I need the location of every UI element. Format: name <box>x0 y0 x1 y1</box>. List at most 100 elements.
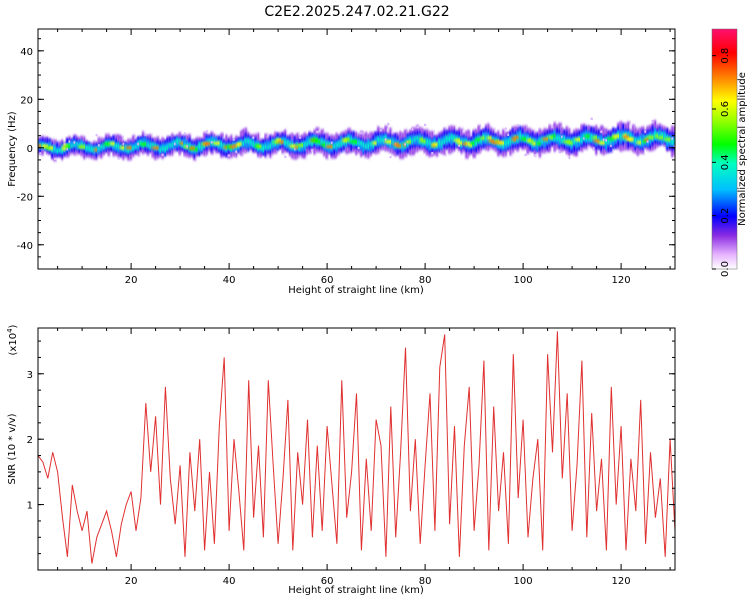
colorbar-tick-label: 0.6 <box>720 101 731 117</box>
spectrogram-cell <box>332 144 337 149</box>
spectrogram-xtick-label: 80 <box>419 275 432 286</box>
spectrogram-speck <box>311 148 314 152</box>
spectrogram-cell <box>102 144 107 149</box>
spectrogram-cell <box>443 138 447 145</box>
spectrogram-cell <box>328 142 332 148</box>
snr-scale-exponent: 4 <box>6 328 14 333</box>
spectrogram-cell <box>220 141 224 148</box>
spectrogram-cell <box>188 143 192 148</box>
spectrogram-speck <box>404 142 407 146</box>
spectrogram-cell <box>580 137 584 143</box>
spectrogram-cell <box>602 138 606 144</box>
spectrogram-speck <box>516 123 520 127</box>
spectrogram-speck <box>357 146 361 150</box>
snr-xtick-label: 120 <box>612 576 631 587</box>
spectrogram-speck <box>610 144 613 148</box>
snr-ylabel: SNR (10 * v/v) <box>7 413 18 484</box>
spectrogram-cell <box>362 142 366 148</box>
spectrogram-cell <box>335 142 339 148</box>
snr-frame <box>37 327 676 571</box>
spectrogram-cell <box>266 145 271 150</box>
spectrogram-cell <box>548 134 552 145</box>
spectrogram-cell <box>408 137 413 143</box>
spectrogram-cell <box>416 135 420 141</box>
spectrogram-cell <box>208 139 212 145</box>
spectrogram-ytick-label: -20 <box>17 192 33 203</box>
snr-ytick-label: 3 <box>27 370 33 381</box>
spectrogram-speck <box>605 138 608 142</box>
colorbar-tick-label: 0.0 <box>720 261 731 277</box>
spectrogram-cell <box>271 139 276 146</box>
spectrogram-cell <box>70 140 75 147</box>
spectrogram-speck <box>39 152 42 155</box>
spectrogram-axis-ticks: 20 40 60 80 100 120 40 20 0 -20 -40 <box>17 29 675 286</box>
spectrogram-cell <box>252 141 256 147</box>
spectrogram-cell <box>372 141 376 148</box>
spectrogram-cell <box>303 141 307 147</box>
colorbar: 0.0 0.2 0.4 0.6 0.8 Normalized spectral ampl… <box>711 28 748 277</box>
spectrogram-cell <box>416 135 420 146</box>
spectrogram-cell <box>166 144 170 151</box>
spectrogram-cell <box>519 133 523 140</box>
spectrogram-cell <box>555 135 560 141</box>
spectrogram-speck <box>646 140 650 143</box>
spectrogram-speck <box>183 132 187 135</box>
spectrogram-cell <box>340 140 344 147</box>
spectrogram-cell <box>563 136 567 143</box>
spectrogram-cell <box>411 139 415 144</box>
spectrogram-cell <box>607 138 611 144</box>
spectrogram-ylabel: Frequency (Hz) <box>7 111 18 187</box>
spectrogram-cell <box>502 141 506 148</box>
spectrogram-cell <box>629 134 633 140</box>
spectrogram-speck <box>293 147 297 151</box>
spectrogram-speck <box>379 129 383 132</box>
spectrogram-cell <box>247 138 251 144</box>
spectrogram-speck <box>651 119 655 123</box>
spectrogram-cell <box>200 145 205 150</box>
spectrogram-cell <box>509 137 513 144</box>
spectrogram-cell <box>440 140 445 147</box>
spectrogram-cell <box>475 139 479 146</box>
spectrogram-speck <box>411 128 415 131</box>
snr-ytick-label: 2 <box>27 435 33 446</box>
spectrogram-cell <box>230 145 234 152</box>
spectrogram-cell <box>288 141 293 146</box>
spectrogram-xtick-label: 120 <box>612 275 631 286</box>
colorbar-frame <box>711 28 738 270</box>
spectrogram-cell <box>337 141 342 148</box>
spectrogram-cell <box>298 144 303 151</box>
spectrogram-cell <box>87 146 92 151</box>
spectrogram-speck <box>235 150 238 153</box>
spectrogram-speck <box>232 138 236 141</box>
spectrogram-cell <box>369 141 374 147</box>
spectrogram-cell <box>350 137 354 144</box>
spectrogram-xtick-label: 100 <box>514 275 533 286</box>
spectrogram-speck <box>568 156 571 160</box>
spectrogram-cell <box>203 144 207 149</box>
spectrogram-cell <box>661 132 665 139</box>
spectrogram-cell <box>242 141 246 146</box>
spectrogram-cell <box>154 143 158 149</box>
spectrogram-speck <box>600 130 603 133</box>
spectrogram-cell <box>639 137 643 145</box>
spectrogram-cell <box>560 136 565 144</box>
spectrogram-cell <box>308 139 312 145</box>
snr-xtick-label: 60 <box>321 576 334 587</box>
snr-xtick-label: 80 <box>419 576 432 587</box>
spectrogram-speck <box>360 131 363 135</box>
spectrogram-cell <box>146 142 151 148</box>
spectrogram-speck <box>558 150 562 154</box>
spectrogram-cell <box>364 143 369 150</box>
spectrogram-cell <box>75 141 80 146</box>
spectrogram-cell <box>222 143 227 149</box>
colorbar-gradient <box>712 29 737 269</box>
spectrogram-speck <box>644 130 647 133</box>
figure-title: C2E2.2025.247.02.21.G22 <box>264 4 449 20</box>
spectrogram-cell <box>426 139 430 145</box>
spectrogram-cell <box>264 144 268 150</box>
spectrogram-cell <box>176 138 180 145</box>
spectrogram-cell <box>377 136 381 143</box>
spectrogram-speck <box>524 153 527 157</box>
snr-axis-ticks: 20 40 60 80 100 120 3 2 1 <box>27 328 675 587</box>
spectrogram-cell <box>462 139 467 145</box>
